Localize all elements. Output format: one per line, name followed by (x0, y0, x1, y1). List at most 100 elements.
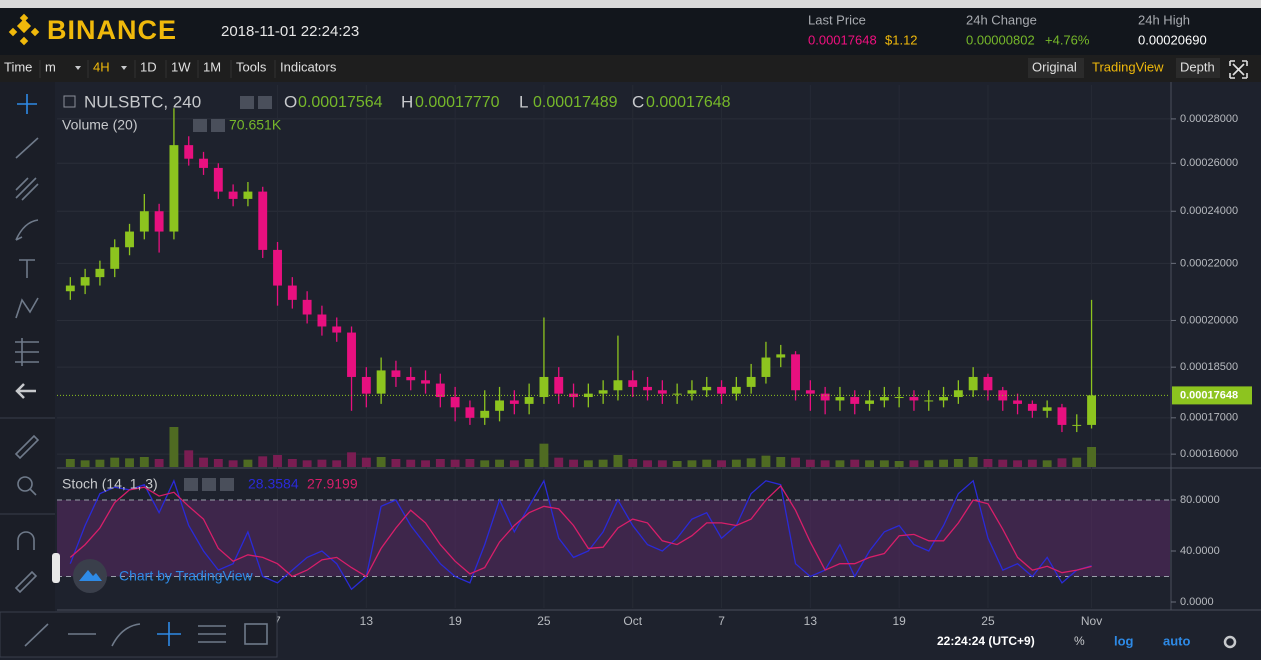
clock: 22:24:24 (UTC+9) (937, 634, 1035, 648)
candle-body (968, 376, 978, 391)
stoch-value: 28.3584 (248, 476, 299, 492)
volume-bar (894, 461, 904, 467)
candle-body (850, 397, 860, 404)
visibility-icon[interactable] (240, 96, 254, 109)
volume-bar (1013, 460, 1022, 467)
measure-tool[interactable] (14, 434, 40, 460)
fib-tool[interactable] (15, 177, 39, 201)
dropdown-arrow (121, 66, 127, 70)
settings-gear[interactable] (1223, 635, 1237, 649)
y-tick-label: 0.00020000 (1180, 314, 1238, 326)
ohlc-value: 0.00017489 (533, 94, 618, 111)
rect-tool[interactable] (244, 623, 268, 645)
line-tool[interactable] (24, 623, 49, 647)
candle-body (317, 314, 327, 327)
candle-body (524, 397, 534, 404)
volume-bar (968, 457, 978, 467)
candle-body (406, 376, 416, 381)
candle-body (598, 390, 608, 394)
candle-body (376, 370, 386, 394)
toolbar-button[interactable]: 4H (93, 59, 110, 74)
zoom-handle (29, 488, 37, 496)
fib-tool[interactable] (198, 625, 226, 643)
candle-body (273, 249, 282, 286)
dropdown-arrow (75, 66, 81, 70)
pattern-tool[interactable] (15, 297, 39, 319)
x-tick-label: 7 (274, 614, 281, 628)
candle-body (465, 407, 475, 418)
watermark[interactable]: Chart by TradingView (52, 553, 253, 593)
volume-bar (421, 460, 430, 467)
y-tick-label: 0.00017000 (1180, 412, 1238, 424)
lock-tool[interactable] (14, 570, 38, 594)
settings-icon[interactable] (202, 478, 216, 491)
visibility-icon[interactable] (184, 478, 198, 491)
trend-line-tool[interactable] (15, 137, 39, 159)
prediction-tool[interactable] (15, 338, 39, 366)
ohlc-key: C (632, 92, 644, 111)
candle-body (139, 211, 149, 232)
volume-bar (1042, 460, 1052, 467)
candle-body (613, 380, 623, 391)
toolbar-button[interactable]: 1D (140, 59, 157, 74)
volume-bar (80, 460, 90, 467)
toolbar-button[interactable]: 1M (203, 59, 221, 74)
logo-text[interactable]: BINANCE (47, 15, 177, 45)
candle-body (435, 383, 445, 398)
stoch-line (69, 479, 1092, 591)
ohlc-value: 0.00017648 (646, 94, 731, 111)
volume-bar (924, 460, 934, 467)
fullscreen-icon[interactable] (1229, 60, 1248, 79)
toolbar-button[interactable]: Original (1032, 59, 1077, 74)
candle-body (628, 380, 638, 387)
percent-toggle[interactable]: % (1074, 634, 1085, 648)
candle-body (213, 167, 223, 192)
candle-body (746, 376, 756, 387)
bottom-toolbar (0, 611, 278, 658)
close-icon[interactable] (220, 478, 234, 491)
settings-icon[interactable] (258, 96, 272, 109)
auto-toggle[interactable]: auto (1163, 633, 1191, 648)
band-fill (57, 499, 1170, 577)
text-tool[interactable] (19, 259, 35, 278)
candle-body (731, 386, 741, 394)
toolbar-button[interactable]: Time (4, 59, 32, 74)
volume-bar (805, 459, 815, 467)
toolbar-button[interactable]: Indicators (280, 59, 337, 74)
toolbar-button[interactable]: 1W (171, 59, 191, 74)
collapse-box[interactable] (63, 95, 76, 108)
volume-bar (835, 460, 845, 467)
watermark-text: Chart by TradingView (119, 568, 253, 584)
toolbar-button[interactable]: TradingView (1092, 59, 1164, 74)
toolbar-button[interactable]: m (45, 59, 56, 74)
volume-bar (998, 459, 1008, 467)
last-price-label: 0.00017648 (1180, 389, 1238, 401)
legend-icons (184, 96, 272, 491)
y-tick-label: 40.0000 (1180, 545, 1220, 557)
crosshair-tool[interactable] (17, 94, 37, 114)
candle-body (199, 158, 208, 168)
x-tick-label: 13 (360, 614, 374, 628)
volume-bar (1057, 458, 1067, 467)
candle-body (480, 410, 490, 418)
brush-tool[interactable] (15, 219, 39, 241)
toolbar-button[interactable]: Depth (1180, 59, 1215, 74)
logo-diamond (16, 18, 32, 34)
back-tool[interactable] (15, 383, 36, 399)
left-tools (0, 94, 55, 594)
zoom-tool[interactable] (17, 476, 33, 492)
candle-body (894, 397, 904, 399)
cross-tool[interactable] (157, 622, 181, 646)
visibility-icon[interactable] (193, 119, 207, 132)
candle-body (450, 397, 460, 408)
candle-body (421, 380, 430, 384)
log-toggle[interactable]: log (1114, 633, 1134, 648)
stat-label: 24h High (1138, 12, 1190, 27)
volume-bar (524, 459, 534, 467)
brush-tool[interactable] (111, 623, 141, 647)
toolbar-button[interactable]: Tools (236, 59, 267, 74)
y-tick-label: 0.00026000 (1180, 157, 1238, 169)
volume-bar (495, 459, 504, 467)
settings-icon[interactable] (211, 119, 225, 132)
magnet-tool[interactable] (17, 531, 35, 550)
